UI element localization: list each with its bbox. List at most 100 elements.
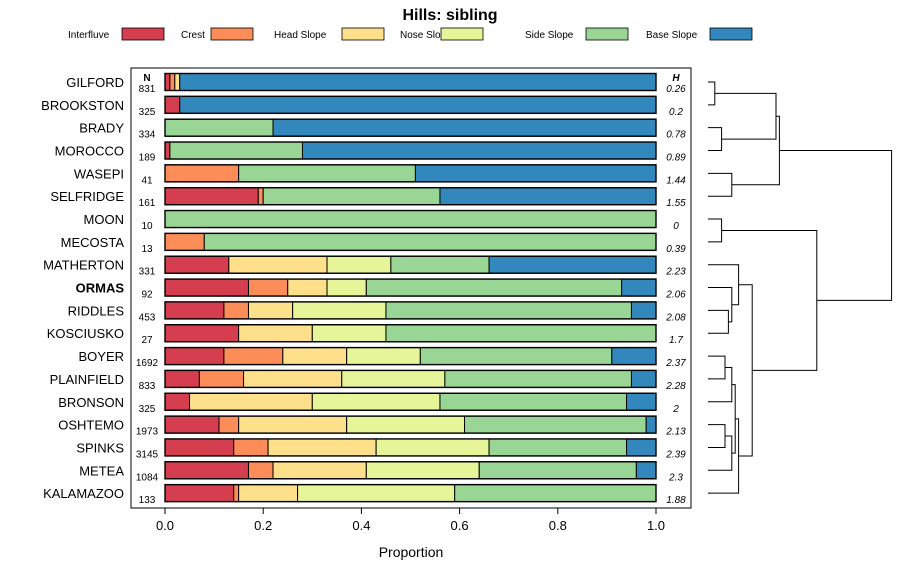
n-header: N bbox=[143, 73, 150, 84]
row-label: ORMAS bbox=[76, 281, 125, 296]
legend-swatch bbox=[121, 27, 165, 41]
row-label: GILFORD bbox=[66, 75, 124, 90]
x-tick-label: 0.6 bbox=[451, 518, 469, 533]
h-header: H bbox=[672, 73, 680, 84]
bar-segment bbox=[488, 255, 657, 274]
h-value: 2.37 bbox=[665, 358, 686, 369]
row-label: MOROCCO bbox=[55, 144, 124, 159]
legend-label: Crest bbox=[181, 30, 205, 41]
bar-segment bbox=[414, 164, 657, 183]
h-value: 0.39 bbox=[666, 244, 686, 255]
n-value: 41 bbox=[141, 175, 153, 186]
n-value: 27 bbox=[141, 335, 153, 346]
h-value: 2 bbox=[672, 404, 679, 415]
bar-segment bbox=[164, 484, 235, 503]
bar-segment bbox=[478, 461, 637, 480]
legend-label: Nose Slope bbox=[400, 30, 452, 41]
bar-segment bbox=[164, 461, 249, 480]
n-value: 189 bbox=[139, 153, 156, 164]
bar-segment bbox=[257, 187, 264, 206]
bar-outline bbox=[164, 164, 657, 183]
bar-outline bbox=[164, 95, 657, 115]
n-value: 831 bbox=[139, 84, 156, 95]
h-value: 1.7 bbox=[669, 335, 683, 346]
h-value: 0.2 bbox=[669, 107, 683, 118]
row-label: BRADY bbox=[79, 121, 124, 136]
bar-segment bbox=[203, 232, 657, 251]
row-label: SELFRIDGE bbox=[50, 189, 124, 204]
bar-segment bbox=[164, 141, 171, 160]
bar-segment bbox=[228, 255, 328, 274]
bar-outline bbox=[164, 392, 657, 411]
x-axis-label: Proportion bbox=[379, 544, 444, 560]
row-label: BRONSON bbox=[58, 395, 124, 410]
bar-segment bbox=[326, 255, 392, 274]
bar-segment bbox=[365, 278, 623, 297]
n-value: 1973 bbox=[136, 427, 159, 438]
bar-outline bbox=[164, 461, 657, 480]
row-label: METEA bbox=[79, 463, 124, 478]
dendrogram-branch bbox=[708, 172, 733, 197]
n-value: 1084 bbox=[136, 472, 159, 483]
bar-segment bbox=[247, 461, 274, 480]
bar-outline bbox=[164, 369, 657, 389]
bar-segment bbox=[292, 301, 387, 320]
dendrogram-branch bbox=[731, 384, 736, 454]
bar-segment bbox=[375, 438, 490, 457]
bar-segment bbox=[223, 347, 284, 366]
legend-label: Head Slope bbox=[274, 30, 327, 41]
bar-segment bbox=[272, 118, 657, 137]
bar-segment bbox=[626, 438, 657, 457]
bar-segment bbox=[238, 415, 348, 434]
h-value: 2.39 bbox=[665, 449, 686, 460]
plot-frame bbox=[130, 67, 692, 509]
legend-label: Side Slope bbox=[525, 30, 574, 41]
bar-segment bbox=[238, 484, 299, 503]
legend: Interfluve Crest Head Slope Nose Slope Side … bbox=[68, 27, 753, 41]
bar-segment bbox=[444, 369, 632, 388]
dendrogram-branch bbox=[721, 229, 818, 371]
bar-segment bbox=[630, 301, 657, 320]
row-label: PLAINFIELD bbox=[50, 372, 124, 387]
bar-segment bbox=[346, 347, 421, 366]
n-value: 833 bbox=[139, 381, 156, 392]
bar-segment bbox=[164, 392, 191, 411]
bar-segment bbox=[464, 415, 647, 434]
n-value: 1692 bbox=[136, 358, 159, 369]
dendrogram-branch bbox=[708, 264, 740, 306]
x-axis: 0.0 0.2 0.4 0.6 0.8 1.0 bbox=[156, 508, 665, 533]
h-value: 0 bbox=[673, 221, 679, 232]
bar-outline bbox=[164, 232, 657, 252]
bar-segment bbox=[164, 347, 225, 366]
dendrogram-branch bbox=[708, 355, 726, 380]
bar-segment bbox=[174, 73, 181, 91]
h-value: 2.28 bbox=[665, 381, 686, 392]
bar-segment bbox=[621, 278, 657, 297]
bar-outline bbox=[164, 301, 657, 320]
bar-segment bbox=[385, 301, 632, 320]
bar-segment bbox=[164, 278, 249, 297]
row-label: MOON bbox=[84, 212, 124, 227]
dendrogram-branch bbox=[708, 127, 723, 152]
row-label: SPINKS bbox=[76, 440, 124, 455]
dendrogram-branch bbox=[708, 424, 726, 448]
bar-outline bbox=[164, 72, 657, 92]
dendrogram bbox=[708, 81, 893, 494]
bar-segment bbox=[179, 95, 657, 114]
bar-segment bbox=[326, 278, 367, 297]
n-value: 334 bbox=[139, 130, 156, 141]
bar-segment bbox=[247, 301, 294, 320]
x-tick-label: 0.4 bbox=[352, 518, 370, 533]
bar-segment bbox=[262, 187, 441, 206]
row-label: OSHTEMO bbox=[58, 418, 124, 433]
n-value: 331 bbox=[139, 267, 156, 278]
row-label: KOSCIUSKO bbox=[47, 326, 124, 341]
dendrogram-branch bbox=[714, 92, 777, 140]
n-value: 92 bbox=[141, 290, 153, 301]
h-value: 0.78 bbox=[666, 130, 686, 141]
bar-segment bbox=[385, 324, 657, 343]
bar-segment bbox=[164, 232, 205, 251]
chart-title: Hills: sibling bbox=[402, 7, 497, 24]
dendrogram-branch bbox=[738, 284, 753, 457]
bar-segment bbox=[301, 141, 657, 160]
